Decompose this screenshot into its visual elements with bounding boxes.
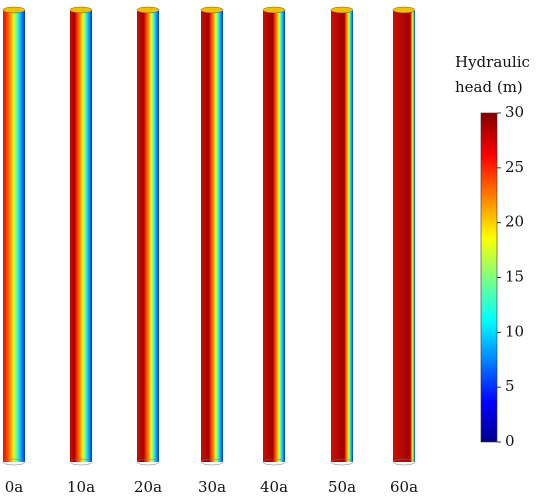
cylinder-bottom <box>2 458 26 466</box>
panel-label: 0a <box>5 478 24 496</box>
cylinder-bottom <box>262 458 286 466</box>
panel-label: 30a <box>198 478 226 496</box>
colorbar-title: Hydraulic <box>455 53 530 71</box>
cylinder-bottom <box>330 458 354 466</box>
cylinder <box>331 10 353 462</box>
colorbar <box>480 112 498 443</box>
panels: 0a 10a 20a 30a 40a 50a 60a <box>2 6 418 496</box>
cylinder <box>137 10 159 462</box>
cylinder-top <box>330 6 354 14</box>
cylinder-top <box>392 6 416 14</box>
cylinder <box>201 10 223 462</box>
cylinder-top <box>200 6 224 14</box>
cylinder-bottom <box>69 458 93 466</box>
tick-label: 0 <box>505 432 515 450</box>
tick-label: 25 <box>505 158 524 176</box>
tick-label: 20 <box>505 213 524 231</box>
cylinder-bottom <box>200 458 224 466</box>
panel-label: 40a <box>260 478 288 496</box>
tick-label: 10 <box>505 322 524 340</box>
tick-label: 15 <box>505 268 524 286</box>
panel-label: 20a <box>134 478 162 496</box>
tick-label: 30 <box>505 103 524 121</box>
panel-label: 60a <box>390 478 418 496</box>
panel-label: 10a <box>67 478 95 496</box>
cylinder-bottom <box>392 458 416 466</box>
cylinder-top <box>136 6 160 14</box>
cylinder <box>70 10 92 462</box>
tick-label: 5 <box>505 377 515 395</box>
cylinder-top <box>69 6 93 14</box>
cylinder-top <box>262 6 286 14</box>
cylinder-bottom <box>136 458 160 466</box>
cylinder-top <box>2 6 26 14</box>
panel-label: 50a <box>328 478 356 496</box>
cylinder <box>3 10 25 462</box>
cylinder <box>263 10 285 462</box>
colorbar-title: head (m) <box>455 78 523 96</box>
cylinder <box>393 10 415 462</box>
